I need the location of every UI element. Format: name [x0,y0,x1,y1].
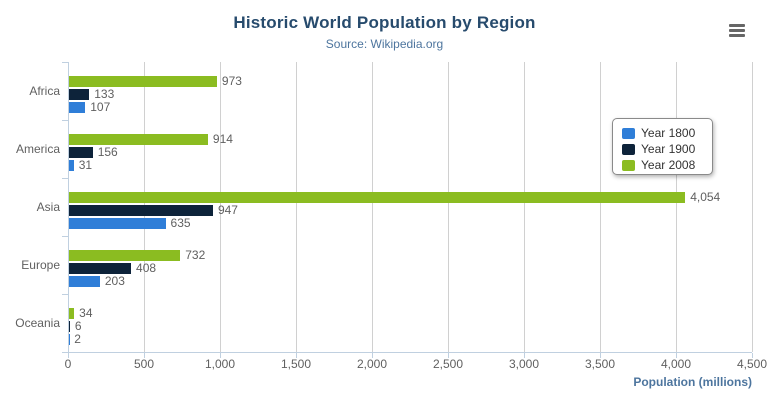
y-axis-tick [62,294,68,295]
x-axis-tick [448,353,449,358]
legend-swatch [622,143,635,155]
bar-value-label: 6 [74,319,82,333]
legend-item-year-1900[interactable]: Year 1900 [622,141,712,157]
bar-year-2008-america[interactable] [69,134,208,145]
y-axis-tick [62,236,68,237]
x-axis-tick [296,353,297,358]
legend-item-year-1800[interactable]: Year 1800 [622,125,712,141]
x-axis-tick [752,353,753,358]
gridline [448,62,449,352]
x-axis-tick-label: 2,500 [432,357,464,371]
x-axis-tick [524,353,525,358]
category-label: Asia [36,200,60,214]
x-axis-tick-label: 1,500 [280,357,312,371]
chart-title: Historic World Population by Region [233,13,536,32]
x-axis-tick-label: 4,000 [660,357,692,371]
bar-value-label: 2 [74,332,81,346]
x-axis-tick-label: 1,000 [204,357,236,371]
x-axis-tick-label: 3,500 [584,357,616,371]
bar-year-1900-oceania[interactable] [69,321,70,332]
y-axis-tick [62,178,68,179]
gridline [296,62,297,352]
x-axis-tick-label: 2,000 [356,357,388,371]
x-axis-tick-label: 0 [64,357,72,371]
y-axis-line [68,62,69,353]
bar-year-1900-europe[interactable] [69,263,132,274]
x-axis-tick [144,353,145,358]
bar-year-2008-europe[interactable] [69,250,181,261]
category-label: Europe [21,258,60,272]
bar-value-label: 203 [104,274,125,288]
hamburger-menu-icon [729,24,745,37]
bar-year-2008-africa[interactable] [69,76,217,87]
y-axis-tick [62,62,68,63]
chart-subtitle: Source: Wikipedia.org [325,37,444,51]
gridline [752,62,753,352]
bar-year-1800-europe[interactable] [69,276,100,287]
legend-swatch [622,159,635,171]
bar-value-label: 732 [185,248,206,262]
legend-item-label: Year 1800 [641,126,696,140]
gridline [600,62,601,352]
bar-value-label: 31 [78,158,93,172]
legend: Year 1800 Year 1900 Year 2008 [612,118,713,175]
y-axis-tick [62,120,68,121]
gridline [372,62,373,352]
bar-value-label: 34 [79,306,93,320]
bar-value-label: 973 [221,74,242,88]
x-axis-tick [676,353,677,358]
category-label: Africa [29,84,60,98]
legend-item-year-2008[interactable]: Year 2008 [622,157,712,173]
bar-value-label: 4,054 [690,190,721,204]
bar-value-label: 107 [90,100,111,114]
bar-value-label: 914 [212,132,233,146]
x-axis-tick [68,353,69,358]
bar-value-label: 408 [136,261,157,275]
x-axis-tick [372,353,373,358]
x-axis-tick [220,353,221,358]
bar-value-label: 947 [217,203,238,217]
export-menu-button[interactable] [726,22,748,40]
gridline [220,62,221,352]
legend-item-label: Year 1900 [641,142,696,156]
bar-year-1900-america[interactable] [69,147,93,158]
bar-year-2008-oceania[interactable] [69,308,75,319]
x-axis-line [68,352,752,353]
x-axis-tick-label: 3,000 [508,357,540,371]
category-label: America [15,142,60,156]
legend-item-label: Year 2008 [641,158,696,172]
bar-year-1800-asia[interactable] [69,218,166,229]
category-label: Oceania [15,316,60,330]
bar-value-label: 156 [97,145,118,159]
gridline [676,62,677,352]
x-axis-tick-label: 500 [133,357,155,371]
bar-year-2008-asia[interactable] [69,192,686,203]
plot-area: 973 133 107 914 156 31 4,054 947 635 732 408 203 34 6… [62,62,753,358]
bar-year-1900-asia[interactable] [69,205,213,216]
legend-swatch [622,127,635,139]
bar-value-label: 635 [170,216,191,230]
x-axis-title: Population (millions) [633,375,752,389]
bar-year-1900-africa[interactable] [69,89,90,100]
x-axis-tick-label: 4,500 [736,357,768,371]
y-axis-tick [62,352,68,353]
x-axis-tick [600,353,601,358]
bar-year-1800-africa[interactable] [69,102,86,113]
bar-value-label: 133 [94,87,115,101]
bar-year-1800-america[interactable] [69,160,74,171]
gridline [524,62,525,352]
